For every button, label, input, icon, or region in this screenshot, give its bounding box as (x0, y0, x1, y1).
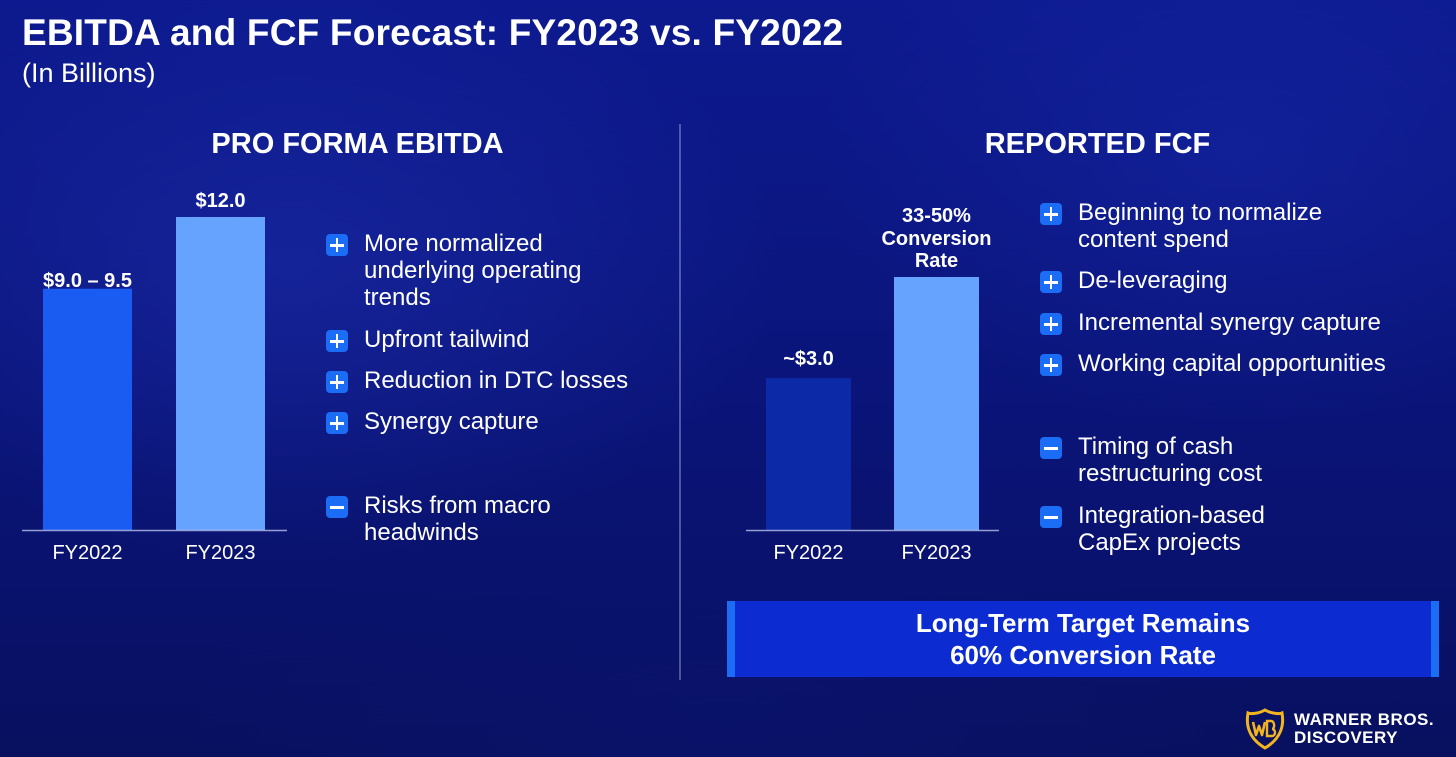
page-title: EBITDA and FCF Forecast: FY2023 vs. FY20… (22, 12, 844, 53)
bullet-line: content spend (1078, 226, 1229, 253)
bullet-line: trends (364, 284, 431, 311)
fcf-bullet-text: Incremental synergy capture (1078, 309, 1381, 336)
logo-line-1: WARNER BROS. (1294, 710, 1435, 729)
logo-line-2: DISCOVERY (1294, 728, 1399, 747)
ebitda-bullet-text: More normalized underlying operating trend… (364, 230, 582, 311)
panel-divider (679, 124, 681, 680)
ebitda-panel-title: PRO FORMA EBITDA (211, 128, 504, 160)
bullet-line: De-leveraging (1078, 267, 1228, 294)
ebitda-bullet-text: Risks from macro headwinds (364, 492, 551, 546)
fcf-data-label: Rate (915, 250, 958, 272)
minus-icon (326, 496, 348, 518)
fcf-data-label: Conversion (881, 228, 991, 250)
ebitda-bullet-text: Upfront tailwind (364, 326, 529, 353)
minus-icon (1040, 506, 1062, 528)
bullet-line: Integration-based (1078, 502, 1265, 529)
fcf-bullet-item: Timing of cash restructuring cost (1040, 433, 1262, 487)
bullet-line: More normalized (364, 230, 543, 257)
bullet-line: Upfront tailwind (364, 326, 530, 353)
fcf-bar-fy2022 (766, 378, 851, 530)
wb-shield-icon (1245, 708, 1285, 750)
ebitda-bullet-item: Synergy capture (326, 408, 539, 435)
bullet-line: headwinds (364, 519, 479, 546)
fcf-category-label: FY2022 (773, 542, 843, 564)
plus-icon (1040, 354, 1062, 376)
ebitda-bar-fy2022 (43, 288, 132, 530)
fcf-bullet-item: De-leveraging (1040, 267, 1227, 294)
plus-icon (326, 330, 348, 352)
bullet-line: Working capital opportunities (1078, 350, 1386, 377)
ebitda-bar-fy2023 (176, 217, 265, 530)
target-line-1: Long-Term Target Remains (915, 608, 1251, 638)
plus-icon (1040, 271, 1062, 293)
plus-icon (326, 371, 348, 393)
ebitda-data-label: $12.0 (195, 190, 245, 212)
minus-icon (1040, 437, 1062, 459)
fcf-panel-title: REPORTED FCF (984, 128, 1211, 160)
fcf-bullet-item: Incremental synergy capture (1040, 309, 1381, 336)
fcf-bullet-item: Beginning to normalize content spend (1040, 199, 1322, 253)
warner-bros-discovery-logo: WARNER BROS. DISCOVERY (1244, 708, 1434, 750)
plus-icon (326, 412, 348, 434)
bullet-line: CapEx projects (1078, 529, 1241, 556)
ebitda-bullet-text: Synergy capture (364, 408, 539, 435)
fcf-bullet-text: Integration-based CapEx projects (1078, 502, 1265, 556)
bullet-line: Incremental synergy capture (1078, 309, 1381, 336)
bullet-line: Timing of cash (1078, 433, 1234, 460)
ebitda-category-label: FY2022 (52, 542, 122, 564)
fcf-bullet-item: Working capital opportunities (1040, 350, 1386, 377)
bullet-line: restructuring cost (1078, 460, 1263, 487)
bullet-line: Risks from macro (364, 492, 551, 519)
fcf-bar-fy2023 (894, 277, 979, 530)
bullet-line: Beginning to normalize (1078, 199, 1323, 226)
bullet-line: Reduction in DTC losses (364, 367, 629, 394)
page-subtitle: (In Billions) (22, 58, 156, 88)
ebitda-bullet-item: Upfront tailwind (326, 326, 529, 353)
plus-icon (1040, 203, 1062, 225)
ebitda-category-label: FY2023 (185, 542, 255, 564)
ebitda-bullet-item: Reduction in DTC losses (326, 367, 628, 394)
fcf-bullet-text: Working capital opportunities (1078, 350, 1386, 377)
ebitda-bullet-text: Reduction in DTC losses (364, 367, 628, 394)
fcf-bullet-text: Timing of cash restructuring cost (1078, 433, 1262, 487)
fcf-data-label: ~$3.0 (783, 348, 834, 370)
target-line-2: 60% Conversion Rate (950, 640, 1216, 670)
fcf-bullet-item: Integration-based CapEx projects (1040, 502, 1265, 556)
fcf-bullet-text: De-leveraging (1078, 267, 1227, 294)
plus-icon (326, 234, 348, 256)
fcf-category-label: FY2023 (901, 542, 971, 564)
long-term-target-banner: Long-Term Target Remains 60% Conversion … (727, 601, 1439, 677)
bullet-line: Synergy capture (364, 408, 539, 435)
fcf-data-label: 33-50% (902, 205, 971, 227)
fcf-bullet-text: Beginning to normalize content spend (1078, 199, 1322, 253)
ebitda-bullet-item: Risks from macro headwinds (326, 492, 551, 546)
bullet-line: underlying operating (364, 257, 582, 284)
ebitda-data-label: $9.0 – 9.5 (43, 270, 132, 292)
plus-icon (1040, 313, 1062, 335)
ebitda-bullet-item: More normalized underlying operating trend… (326, 230, 582, 311)
